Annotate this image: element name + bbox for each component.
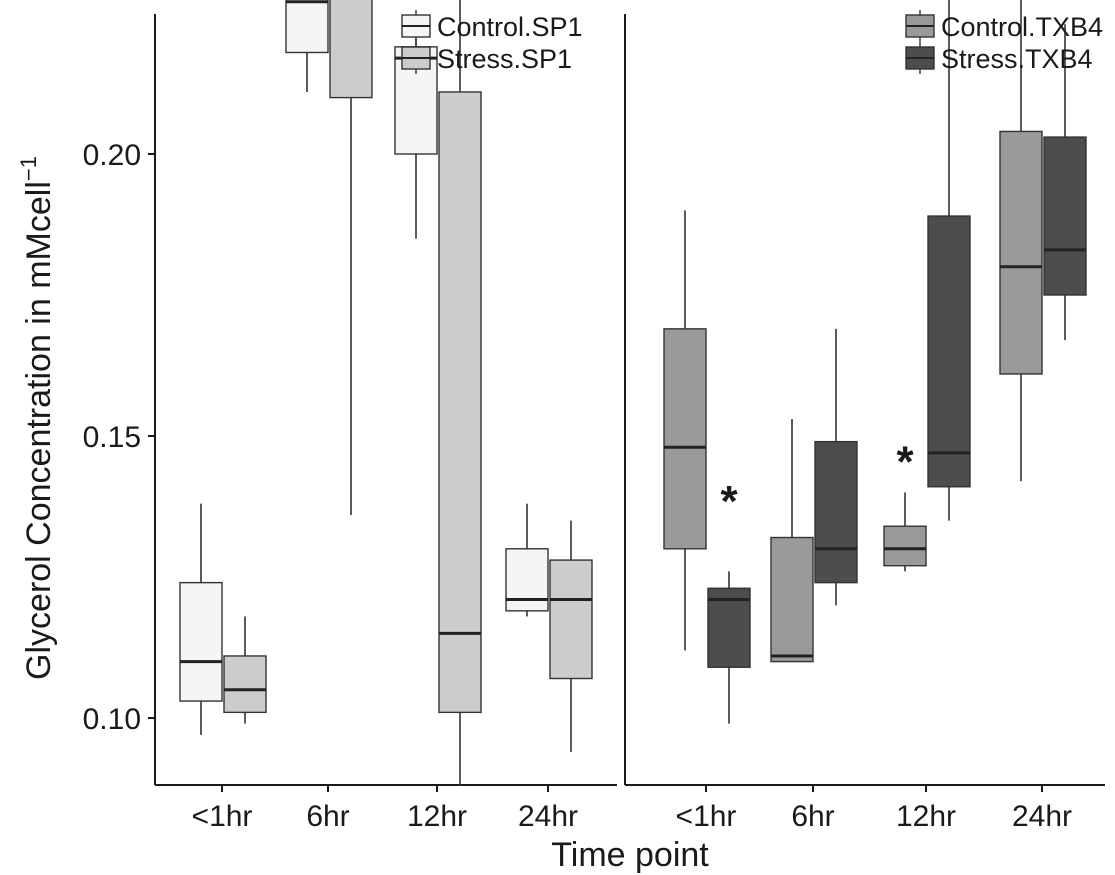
x-tick-label: <1hr: [192, 800, 253, 833]
legend-entry-Stress.SP1: Stress.SP1: [401, 42, 572, 74]
iqr-box: [663, 328, 707, 550]
legend-label: Stress.TXB4: [941, 44, 1093, 74]
iqr-box: [770, 536, 814, 663]
box-Control.SP1-<1hr: [179, 503, 223, 735]
iqr-box: [438, 91, 482, 714]
legend-label: Stress.SP1: [437, 44, 572, 74]
iqr-box: [927, 215, 971, 488]
y-tick-label: 0.20: [83, 139, 141, 172]
box-Stress.TXB4-12hr: [927, 0, 971, 521]
y-axis-title-main: Glycerol Concentration in mMcell: [20, 181, 58, 680]
box-Stress.SP1-12hr: [438, 0, 482, 786]
iqr-box: [883, 525, 927, 567]
y-axis-title: Glycerol Concentration in mMcell−1: [16, 156, 58, 680]
iqr-box: [179, 581, 223, 702]
legend-entry-Stress.TXB4: Stress.TXB4: [905, 42, 1093, 74]
x-tick-label: 12hr: [407, 800, 467, 833]
box-Stress.TXB4-6hr: [814, 328, 858, 606]
box-Stress.TXB4-24hr: [1043, 24, 1087, 341]
box-Control.TXB4-24hr: [999, 0, 1043, 482]
box-Control.TXB4-12hr: [883, 492, 927, 572]
box-Control.SP1-24hr: [505, 503, 549, 617]
iqr-box: [999, 130, 1043, 375]
box-Stress.TXB4-<1hr: [707, 571, 751, 724]
box-Stress.SP1-6hr: [329, 0, 373, 515]
x-tick-label: 24hr: [1012, 800, 1072, 833]
box-plots: [179, 0, 1087, 786]
y-axis-title-superscript: −1: [16, 156, 41, 181]
legend-label: Control.SP1: [437, 12, 583, 42]
box-Control.SP1-6hr: [285, 0, 329, 92]
iqr-box: [1043, 136, 1087, 296]
box-Stress.SP1-<1hr: [223, 616, 267, 724]
legend-entry-Control.SP1: Control.SP1: [401, 10, 583, 42]
y-tick-label: 0.15: [83, 421, 141, 454]
x-tick-label: <1hr: [676, 800, 737, 833]
y-tick-label: 0.10: [83, 703, 141, 736]
x-tick-label: 6hr: [791, 800, 834, 833]
box-Control.TXB4-6hr: [770, 419, 814, 663]
x-tick-label: 12hr: [896, 800, 956, 833]
box-Control.TXB4-<1hr: [663, 210, 707, 651]
significance-asterisk: *: [720, 477, 738, 526]
iqr-box: [329, 0, 373, 99]
iqr-box: [505, 548, 549, 612]
legend-entry-Control.TXB4: Control.TXB4: [905, 10, 1103, 42]
iqr-box: [549, 559, 593, 680]
significance-asterisk: *: [896, 438, 914, 487]
legend-label: Control.TXB4: [941, 12, 1103, 42]
box-Stress.SP1-24hr: [549, 520, 593, 752]
x-tick-label: 24hr: [518, 800, 578, 833]
axes: 0.100.150.200.250.30<1hr6hr12hr24hr<1hr6…: [83, 14, 1105, 833]
iqr-box: [707, 587, 751, 668]
iqr-box: [814, 440, 858, 584]
x-tick-label: 6hr: [306, 800, 349, 833]
iqr-box: [223, 655, 267, 714]
significance-annotations: **: [720, 438, 914, 526]
iqr-box: [285, 0, 329, 54]
x-axis-title: Time point: [551, 836, 709, 874]
